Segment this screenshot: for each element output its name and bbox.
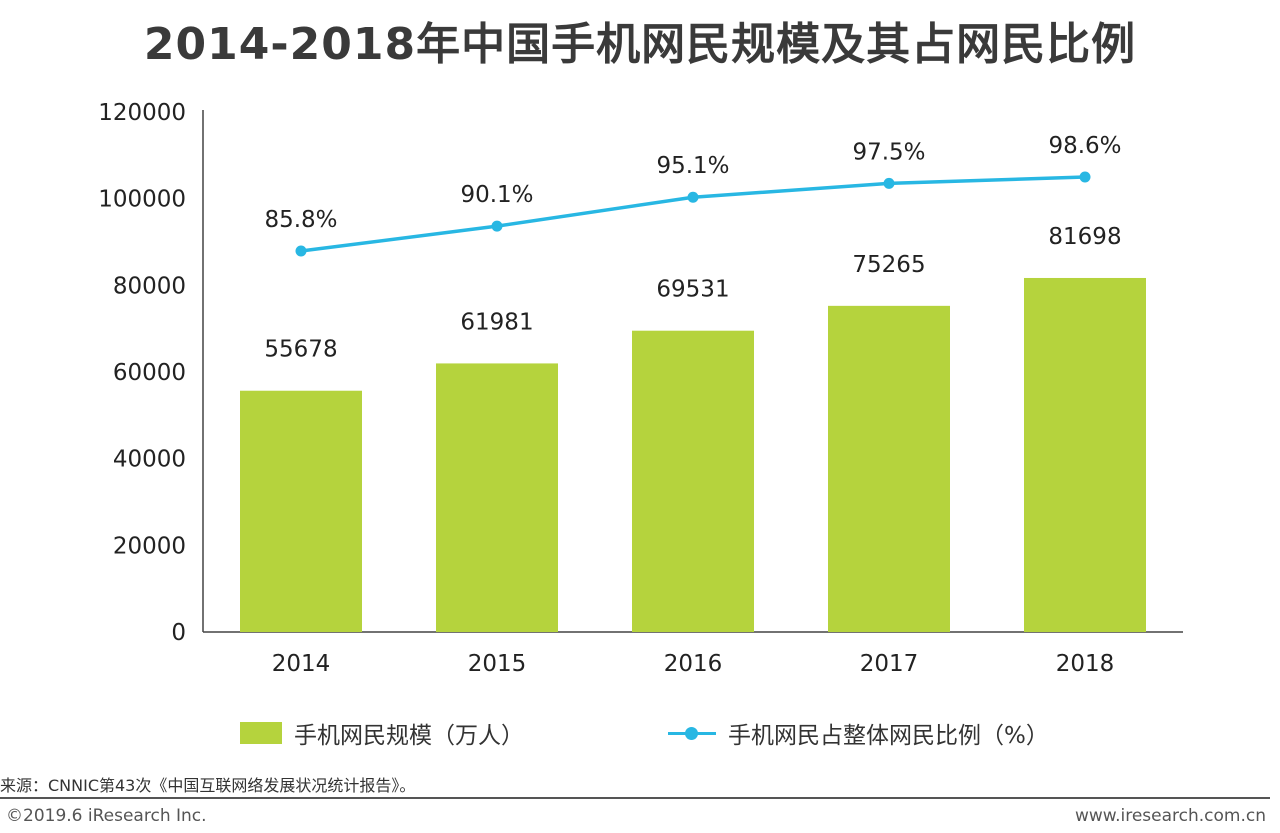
x-tick-label: 2016 [664,651,723,677]
x-tick-label: 2014 [272,651,331,677]
y-tick-label: 80000 [113,273,186,299]
line-value-label: 97.5% [852,139,925,165]
website-link[interactable]: www.iresearch.com.cn [1074,806,1266,826]
line-point-2018 [1079,171,1091,183]
copyright-text: ©2019.6 iResearch Inc. [6,806,207,826]
bar-2015 [436,363,558,632]
legend-bar-swatch [240,722,282,744]
y-tick-label: 0 [171,620,186,646]
line-value-label: 90.1% [460,182,533,208]
legend-item-line: 手机网民占整体网民比例（%） [668,716,1049,750]
bar-value-label: 81698 [1048,224,1121,250]
legend-bar-label: 手机网民规模（万人） [294,723,524,749]
x-tick-label: 2018 [1056,651,1115,677]
bar-2014 [240,390,362,632]
bar-2018 [1024,277,1146,632]
bar-2016 [632,330,754,632]
x-tick-label: 2017 [860,651,919,677]
bar-value-label: 55678 [264,337,337,363]
legend-item-bar: 手机网民规模（万人） [240,716,524,750]
line-value-label: 98.6% [1048,133,1121,159]
footer-divider [0,797,1270,799]
bar-2017 [828,305,950,632]
chart-title: 2014-2018年中国手机网民规模及其占网民比例 [143,19,1137,70]
bar-value-label: 61981 [460,309,533,335]
line-value-label: 95.1% [656,153,729,179]
bar-value-label: 75265 [852,252,925,278]
x-tick-label: 2015 [468,651,527,677]
line-point-2015 [491,220,503,232]
y-tick-label: 40000 [113,447,186,473]
legend-line-marker [668,722,716,744]
y-tick-label: 100000 [98,187,186,213]
source-note: 来源：CNNIC第43次《中国互联网络发展状况统计报告》。 [0,776,416,795]
y-tick-label: 60000 [113,360,186,386]
line-point-2014 [295,245,307,257]
line-point-2016 [687,191,699,203]
y-tick-label: 20000 [113,533,186,559]
y-tick-label: 120000 [98,100,186,126]
legend-line-label: 手机网民占整体网民比例（%） [728,723,1049,749]
line-series-share [300,175,1086,253]
bar-value-label: 69531 [656,277,729,303]
line-point-2017 [883,177,895,189]
line-value-label: 85.8% [264,207,337,233]
